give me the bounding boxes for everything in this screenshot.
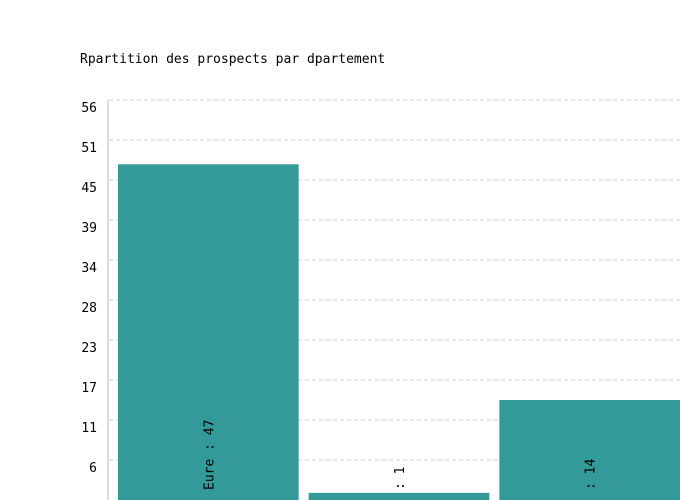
chart-title: Rpartition des prospects par dpartement bbox=[80, 52, 385, 67]
value-label: : 1 bbox=[393, 467, 408, 490]
bar bbox=[118, 164, 299, 500]
y-tick-label: 51 bbox=[81, 141, 97, 156]
y-tick-label: 11 bbox=[81, 421, 97, 436]
y-tick-label: 34 bbox=[81, 261, 97, 276]
y-tick-label: 17 bbox=[81, 381, 97, 396]
bar bbox=[499, 400, 680, 500]
bar bbox=[308, 492, 490, 500]
y-tick-label: 23 bbox=[81, 341, 97, 356]
y-tick-label: 28 bbox=[81, 301, 97, 316]
y-tick-label: 6 bbox=[89, 461, 97, 476]
y-tick-label: 39 bbox=[81, 221, 97, 236]
value-label: Eure : 47 bbox=[202, 420, 217, 490]
y-tick-label: 56 bbox=[81, 101, 97, 116]
value-label: : 14 bbox=[584, 459, 599, 490]
y-tick-label: 45 bbox=[81, 181, 97, 196]
